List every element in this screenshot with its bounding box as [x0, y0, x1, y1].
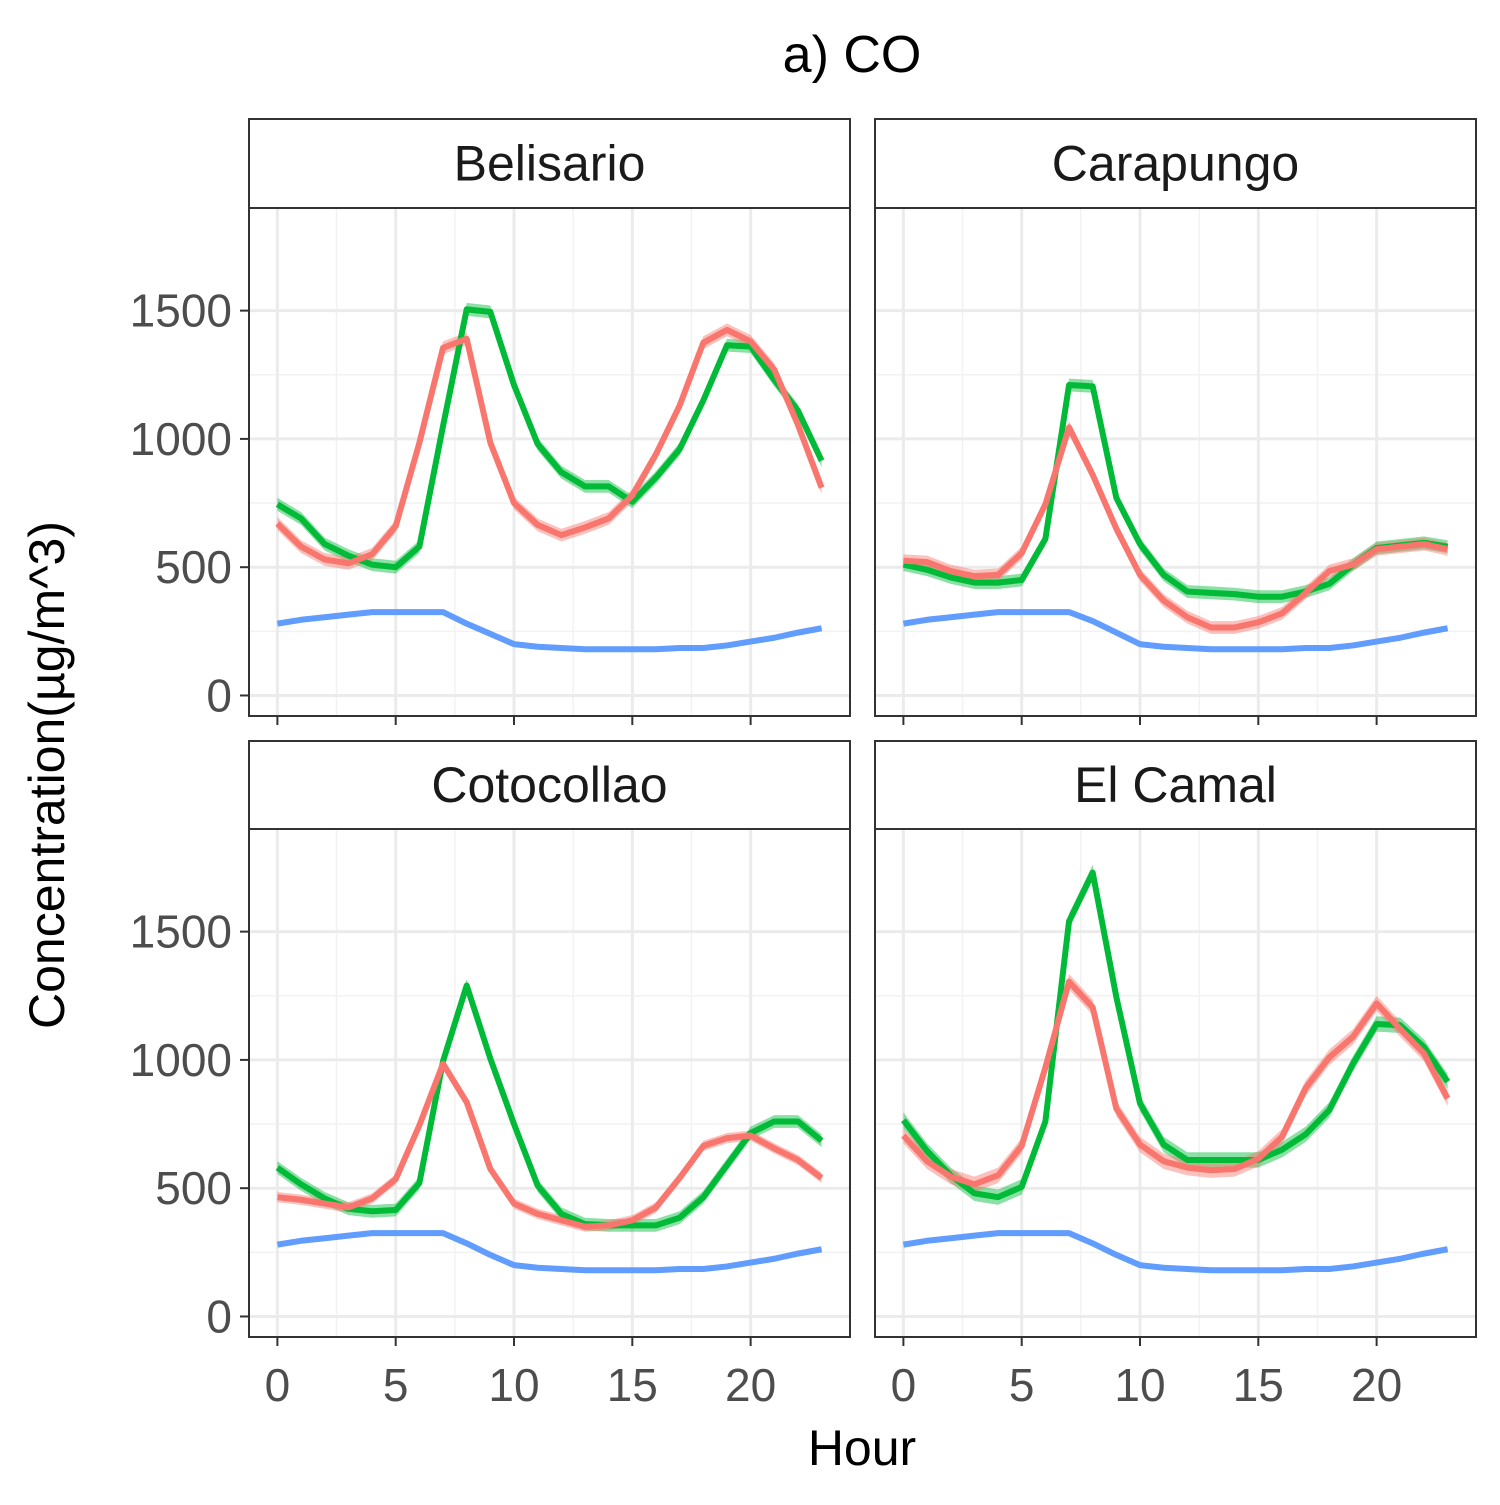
series-line — [275, 326, 825, 567]
y-tick-label: 1500 — [130, 906, 232, 958]
facet-panel: Belisario 0 500 1000 1500 — [130, 118, 851, 725]
chart-title: a) CO — [783, 26, 922, 84]
series-line — [901, 978, 1451, 1188]
panel-border — [248, 828, 851, 1338]
x-tick-label: 5 — [1009, 1359, 1035, 1411]
facet-panel: El Camal 0 5 10 15 20 — [874, 740, 1477, 1411]
y-tick-label: 1000 — [130, 413, 232, 465]
panel-border — [248, 207, 851, 717]
x-tick-label: 20 — [1351, 1359, 1402, 1411]
facet-strip — [874, 118, 1477, 209]
y-tick-label: 0 — [206, 669, 232, 721]
series-line — [277, 1060, 824, 1230]
facet-strip-label: Cotocollao — [431, 757, 667, 813]
facet-strip-label: Belisario — [454, 136, 646, 192]
facet-panels: Belisario050010001500CarapungoCotocollao… — [130, 118, 1477, 1411]
y-tick-label: 500 — [155, 1162, 232, 1214]
facet-strip — [248, 118, 851, 209]
panel-border — [874, 207, 1477, 717]
y-tick-label: 1000 — [130, 1034, 232, 1086]
series-line — [901, 869, 1451, 1201]
y-axis-label: Concentration(µg/m^3) — [19, 521, 75, 1029]
y-tick-label: 0 — [206, 1290, 232, 1342]
x-tick-label: 20 — [725, 1359, 776, 1411]
y-tick-label: 1500 — [130, 285, 232, 337]
facet-panel: Carapungo — [874, 118, 1477, 725]
x-tick-label: 10 — [488, 1359, 539, 1411]
facet-strip-label: Carapungo — [1052, 136, 1299, 192]
series-line — [903, 424, 1449, 631]
panel-border — [874, 828, 1477, 1338]
series-line — [275, 306, 825, 571]
series-line — [902, 609, 1449, 653]
x-tick-label: 5 — [383, 1359, 409, 1411]
facet-strip-label: El Camal — [1074, 757, 1277, 813]
x-tick-label: 15 — [1233, 1359, 1284, 1411]
series-line — [276, 1230, 823, 1274]
x-tick-label: 15 — [607, 1359, 658, 1411]
x-axis-label: Hour — [808, 1420, 916, 1476]
series-line — [902, 1230, 1449, 1274]
facet-strip — [874, 740, 1477, 830]
series-line — [276, 609, 823, 653]
facet-strip — [248, 740, 851, 830]
x-tick-label: 0 — [891, 1359, 917, 1411]
x-tick-label: 0 — [265, 1359, 291, 1411]
y-tick-label: 500 — [155, 541, 232, 593]
x-tick-label: 10 — [1114, 1359, 1165, 1411]
series-line — [275, 982, 824, 1229]
facet-panel: Cotocollao 0 500 1000 1500 0 5 10 15 20 — [130, 740, 851, 1411]
